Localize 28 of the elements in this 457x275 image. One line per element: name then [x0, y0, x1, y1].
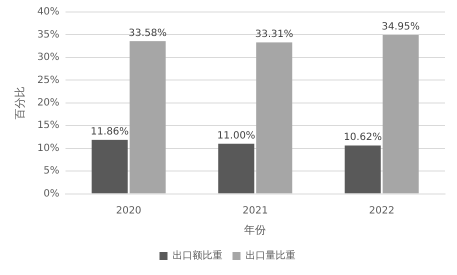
bar — [256, 42, 292, 194]
y-tick-label: 0% — [44, 188, 60, 200]
bar — [218, 144, 254, 194]
x-tick-label: 2021 — [242, 205, 268, 216]
y-tick-label: 15% — [37, 120, 60, 132]
data-label: 11.86% — [90, 126, 129, 138]
x-tick-label: 2020 — [116, 205, 142, 216]
bar — [92, 140, 128, 194]
y-axis-title: 百分比 — [13, 86, 26, 120]
bar — [130, 41, 166, 194]
data-label: 11.00% — [217, 130, 256, 142]
data-label: 33.58% — [128, 28, 167, 39]
y-tick-label: 5% — [44, 166, 60, 177]
data-label: 10.62% — [344, 132, 382, 144]
bar — [382, 34, 419, 194]
y-tick-label: 40% — [37, 6, 60, 18]
y-tick-label: 20% — [37, 97, 60, 108]
y-tick-label: 10% — [37, 142, 60, 154]
data-label: 33.31% — [255, 29, 294, 40]
y-tick-label: 30% — [37, 52, 60, 64]
data-label: 34.95% — [382, 22, 420, 33]
y-tick-label: 25% — [37, 74, 60, 86]
legend-label: 出口额比重 — [172, 250, 222, 262]
x-tick-label: 2022 — [369, 205, 394, 216]
bar — [344, 146, 381, 194]
x-axis-title: 年份 — [244, 223, 266, 236]
y-tick-label: 35% — [37, 29, 60, 40]
legend-label: 出口量比重 — [246, 250, 296, 262]
